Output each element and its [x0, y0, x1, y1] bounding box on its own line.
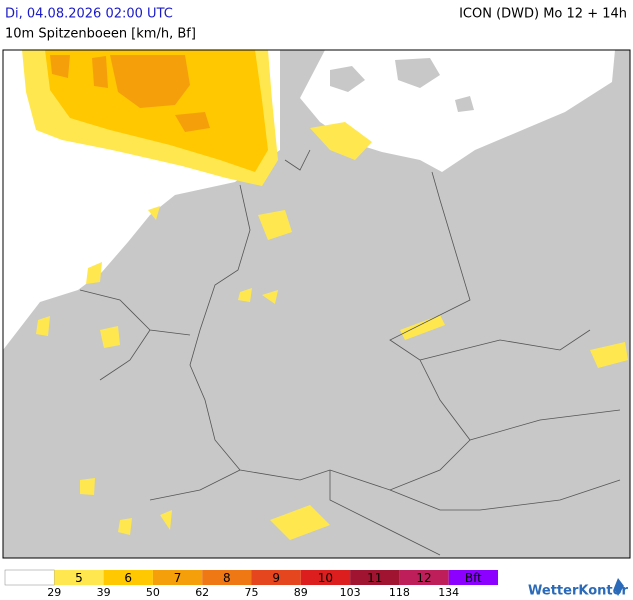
date-title: Di, 04.08.2026 02:00 UTC — [5, 7, 173, 22]
islands — [330, 58, 474, 112]
legend-swatch — [300, 570, 351, 585]
legend-label: 12 — [416, 571, 431, 585]
legend-swatch — [251, 570, 301, 585]
legend-threshold: 50 — [146, 586, 160, 599]
legend-swatch — [350, 570, 400, 585]
subtitle: 10m Spitzenboeen [km/h, Bf] — [5, 27, 196, 42]
border-west — [189, 184, 251, 471]
legend-threshold: 39 — [97, 586, 111, 599]
border-lines — [79, 149, 621, 556]
legend-label: 9 — [272, 571, 280, 585]
legend-swatch — [399, 570, 449, 585]
logo-icon — [614, 578, 624, 596]
legend-label: 8 — [223, 571, 231, 585]
gust-area-7 — [50, 55, 210, 132]
legend-swatch — [54, 570, 104, 585]
border-east — [431, 171, 471, 316]
legend-base — [4, 569, 55, 586]
legend-label: 7 — [174, 571, 182, 585]
legend-label: 5 — [75, 571, 83, 585]
model-title: ICON (DWD) Mo 12 + 14h — [459, 7, 627, 22]
legend-swatch — [103, 570, 153, 585]
logo-text: WetterKontor — [528, 584, 629, 599]
legend-label: 11 — [367, 571, 382, 585]
map — [2, 49, 631, 559]
legend-threshold: 103 — [340, 586, 361, 599]
legend-threshold: 89 — [294, 586, 308, 599]
legend-swatch — [448, 570, 498, 585]
border-south — [239, 314, 471, 491]
logo: WetterKontor — [528, 578, 629, 599]
legend-label: Bft — [465, 571, 482, 585]
legend-threshold: 134 — [438, 586, 459, 599]
legend-label: 6 — [124, 571, 132, 585]
legend-threshold: 62 — [195, 586, 209, 599]
legend-threshold: 75 — [245, 586, 259, 599]
legend-swatch — [152, 570, 203, 585]
map-frame — [2, 49, 631, 559]
legend-threshold: 29 — [47, 586, 61, 599]
baltic-sea — [300, 50, 615, 172]
legend-label: 10 — [318, 571, 333, 585]
legend-swatch — [202, 570, 252, 585]
legend-threshold: 118 — [389, 586, 410, 599]
